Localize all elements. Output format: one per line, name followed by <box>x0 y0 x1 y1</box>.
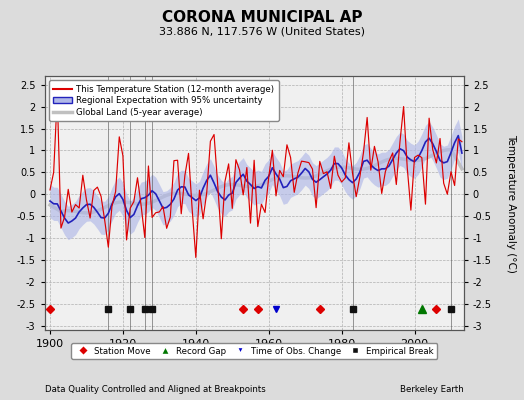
Y-axis label: Temperature Anomaly (°C): Temperature Anomaly (°C) <box>506 134 516 272</box>
Legend: Station Move, Record Gap, Time of Obs. Change, Empirical Break: Station Move, Record Gap, Time of Obs. C… <box>71 343 437 359</box>
Text: Data Quality Controlled and Aligned at Breakpoints: Data Quality Controlled and Aligned at B… <box>45 385 265 394</box>
Text: 33.886 N, 117.576 W (United States): 33.886 N, 117.576 W (United States) <box>159 26 365 36</box>
Text: Berkeley Earth: Berkeley Earth <box>400 385 464 394</box>
Legend: This Temperature Station (12-month average), Regional Expectation with 95% uncer: This Temperature Station (12-month avera… <box>49 80 279 121</box>
Text: CORONA MUNICIPAL AP: CORONA MUNICIPAL AP <box>162 10 362 25</box>
